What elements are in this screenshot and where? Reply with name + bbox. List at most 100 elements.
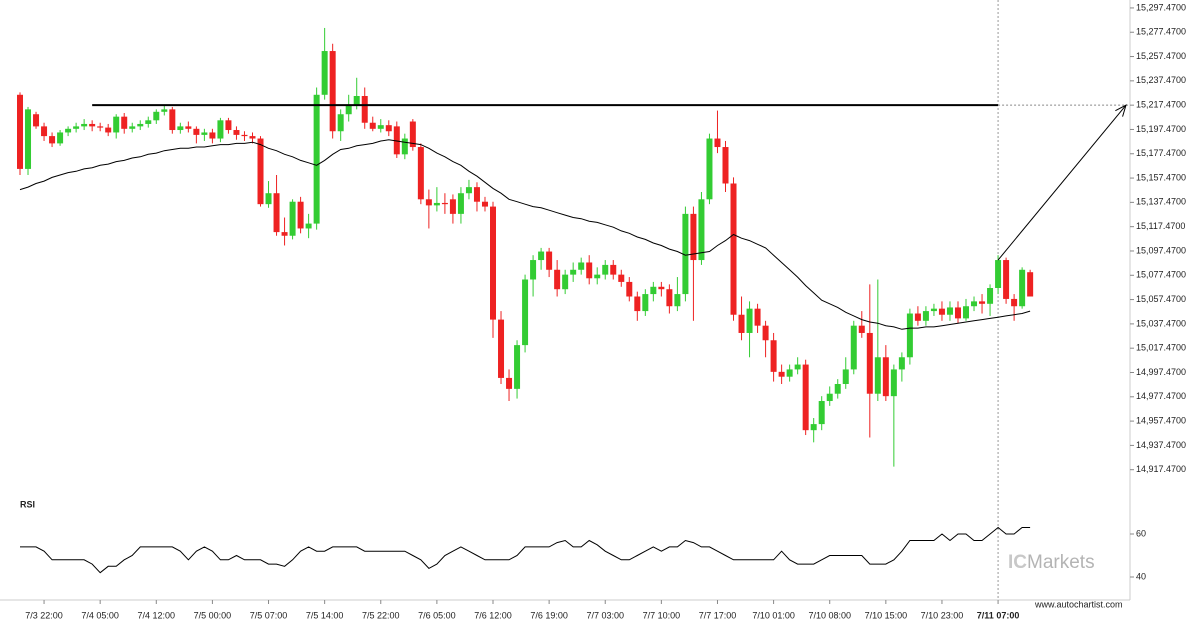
x-tick-label: 7/11 07:00 xyxy=(977,610,1020,620)
y-tick-label: 15,037.4700 xyxy=(1136,318,1186,328)
candle-body xyxy=(57,132,64,144)
candle-body xyxy=(802,364,809,431)
forecast-arrowhead xyxy=(1115,104,1127,117)
candle-body xyxy=(201,132,208,135)
candle-body xyxy=(995,260,1002,288)
candle-body xyxy=(425,199,432,206)
candle-body xyxy=(578,262,585,270)
candle-body xyxy=(409,121,416,148)
candle-body xyxy=(979,301,986,304)
candle-body xyxy=(882,357,889,397)
candle-body xyxy=(185,126,192,129)
candle-body xyxy=(25,109,32,169)
candle-body xyxy=(81,123,88,127)
y-tick-label: 15,237.4700 xyxy=(1136,75,1186,85)
y-tick-label: 15,217.4700 xyxy=(1136,100,1186,110)
candle-body xyxy=(41,126,48,137)
candle-body xyxy=(890,369,897,397)
candle-body xyxy=(714,138,721,148)
candle-body xyxy=(241,134,248,137)
candle-body xyxy=(674,294,681,307)
candle-body xyxy=(522,279,529,346)
candle-body xyxy=(554,269,561,290)
forecast-arrow xyxy=(997,104,1127,261)
candle-body xyxy=(305,223,312,229)
source: www.autochartist.com xyxy=(1034,599,1123,609)
x-tick-label: 7/4 05:00 xyxy=(81,610,119,620)
candle-body xyxy=(810,424,817,431)
rsi-line xyxy=(20,526,1031,574)
moving-average xyxy=(19,139,1031,330)
candle-body xyxy=(963,306,970,319)
candle-body xyxy=(225,120,232,131)
candle-body xyxy=(385,125,392,132)
candle-body xyxy=(570,269,577,275)
candle-body xyxy=(514,345,521,389)
candle-body xyxy=(473,187,480,202)
y-tick-label: 15,257.4700 xyxy=(1136,51,1186,61)
candle-body xyxy=(353,96,360,105)
x-tick-label: 7/10 23:00 xyxy=(921,610,964,620)
candle-body xyxy=(265,193,272,205)
candle-body xyxy=(65,128,72,133)
rsi-title: RSI xyxy=(20,499,35,509)
candle-body xyxy=(682,213,689,295)
candle-body xyxy=(345,104,352,115)
candle-body xyxy=(922,311,929,321)
y-tick-label: 15,137.4700 xyxy=(1136,197,1186,207)
candle-body xyxy=(602,264,609,275)
y-tick-label: 14,997.4700 xyxy=(1136,367,1186,377)
y-tick-label: 14,937.4700 xyxy=(1136,440,1186,450)
candle-body xyxy=(193,128,200,135)
candle-body xyxy=(506,377,513,389)
candle-body xyxy=(874,357,881,394)
candle-body xyxy=(137,123,144,127)
candle-body xyxy=(706,138,713,200)
x-tick-label: 7/6 05:00 xyxy=(418,610,456,620)
candle-body xyxy=(1027,272,1034,297)
candle-body xyxy=(449,199,456,214)
candle-body xyxy=(971,301,978,307)
y-tick-label: 15,097.4700 xyxy=(1136,245,1186,255)
candle-body xyxy=(457,193,464,214)
candle-body xyxy=(97,126,104,128)
candle-body xyxy=(217,120,224,139)
candle-body xyxy=(337,114,344,132)
candle-body xyxy=(746,308,753,333)
watermark-name: Markets xyxy=(1027,552,1095,573)
candle-body xyxy=(666,289,673,307)
candle-body xyxy=(954,307,961,319)
candle-body xyxy=(169,109,176,131)
y-tick-label: 14,957.4700 xyxy=(1136,415,1186,425)
x-tick-label: 7/7 10:00 xyxy=(643,610,681,620)
candle-body xyxy=(650,286,657,295)
x-tick-label: 7/5 22:00 xyxy=(362,610,400,620)
candle-body xyxy=(850,325,857,370)
candle-body xyxy=(17,94,23,169)
candle-body xyxy=(642,294,649,312)
candle-body xyxy=(498,319,505,378)
candle-body xyxy=(49,136,56,144)
x-tick-label: 7/4 12:00 xyxy=(138,610,176,620)
candle-body xyxy=(818,401,825,425)
candle-body xyxy=(481,201,488,207)
candle-body xyxy=(73,126,80,129)
rsi-tick-label: 60 xyxy=(1136,528,1146,538)
candle-body xyxy=(898,357,905,370)
rsi-tick-label: 40 xyxy=(1136,571,1146,581)
candle-body xyxy=(930,308,937,312)
candle-body xyxy=(377,125,384,129)
candle-body xyxy=(690,213,697,261)
x-tick-label: 7/5 07:00 xyxy=(250,610,288,620)
candle-body xyxy=(610,264,617,275)
candle-body xyxy=(393,126,400,155)
candle-body xyxy=(530,260,537,280)
candle-body xyxy=(145,120,152,124)
candle-body xyxy=(209,132,216,139)
candle-body xyxy=(289,201,296,236)
candle-body xyxy=(113,116,120,133)
x-tick-label: 7/7 17:00 xyxy=(699,610,737,620)
candle-body xyxy=(321,51,328,95)
candle-body xyxy=(33,114,40,127)
